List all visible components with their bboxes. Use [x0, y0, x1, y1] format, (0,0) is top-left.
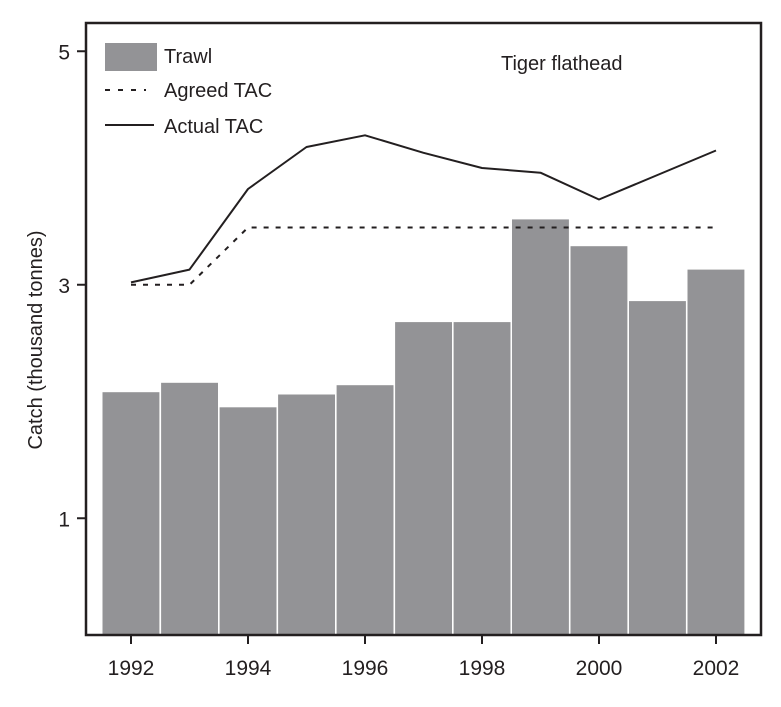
bar-1994	[219, 407, 277, 635]
legend-label-trawl: Trawl	[164, 46, 212, 68]
chart-annotation: Tiger flathead	[501, 53, 623, 75]
bar-1999	[512, 219, 569, 635]
legend-swatch-trawl	[105, 43, 157, 71]
bar-2000	[570, 246, 628, 635]
bar-1996	[336, 385, 394, 635]
x-tick-label-1994: 1994	[225, 657, 272, 680]
x-tick-label-2002: 2002	[693, 657, 740, 680]
bar-1995	[278, 394, 335, 635]
lines-group	[130, 134, 717, 286]
legend: Trawl Agreed TAC Actual TAC	[105, 43, 272, 138]
bar-1993	[161, 382, 218, 635]
y-axis: 1 3 5	[58, 41, 86, 531]
bar-1998	[453, 322, 511, 635]
y-tick-label-1: 1	[58, 508, 70, 531]
bar-2001	[629, 301, 686, 635]
line-agreed-tac	[131, 226, 716, 286]
plot-frame	[84, 21, 763, 637]
bar-2002	[687, 269, 745, 635]
x-tick-label-2000: 2000	[576, 657, 623, 680]
y-axis-title: Catch (thousand tonnes)	[25, 230, 47, 449]
x-tick-label-1996: 1996	[342, 657, 389, 680]
bars-group	[102, 219, 745, 635]
legend-label-actual-tac: Actual TAC	[164, 116, 263, 138]
line-actual-tac	[130, 134, 717, 284]
x-axis: 1992 1994 1996 1998 2000 2002	[108, 635, 740, 680]
y-tick-label-3: 3	[58, 275, 70, 298]
x-tick-label-1992: 1992	[108, 657, 155, 680]
bar-1997	[395, 322, 452, 635]
y-tick-label-5: 5	[58, 41, 70, 64]
bar-1992	[102, 392, 160, 635]
x-tick-label-1998: 1998	[459, 657, 506, 680]
legend-label-agreed-tac: Agreed TAC	[164, 80, 272, 102]
